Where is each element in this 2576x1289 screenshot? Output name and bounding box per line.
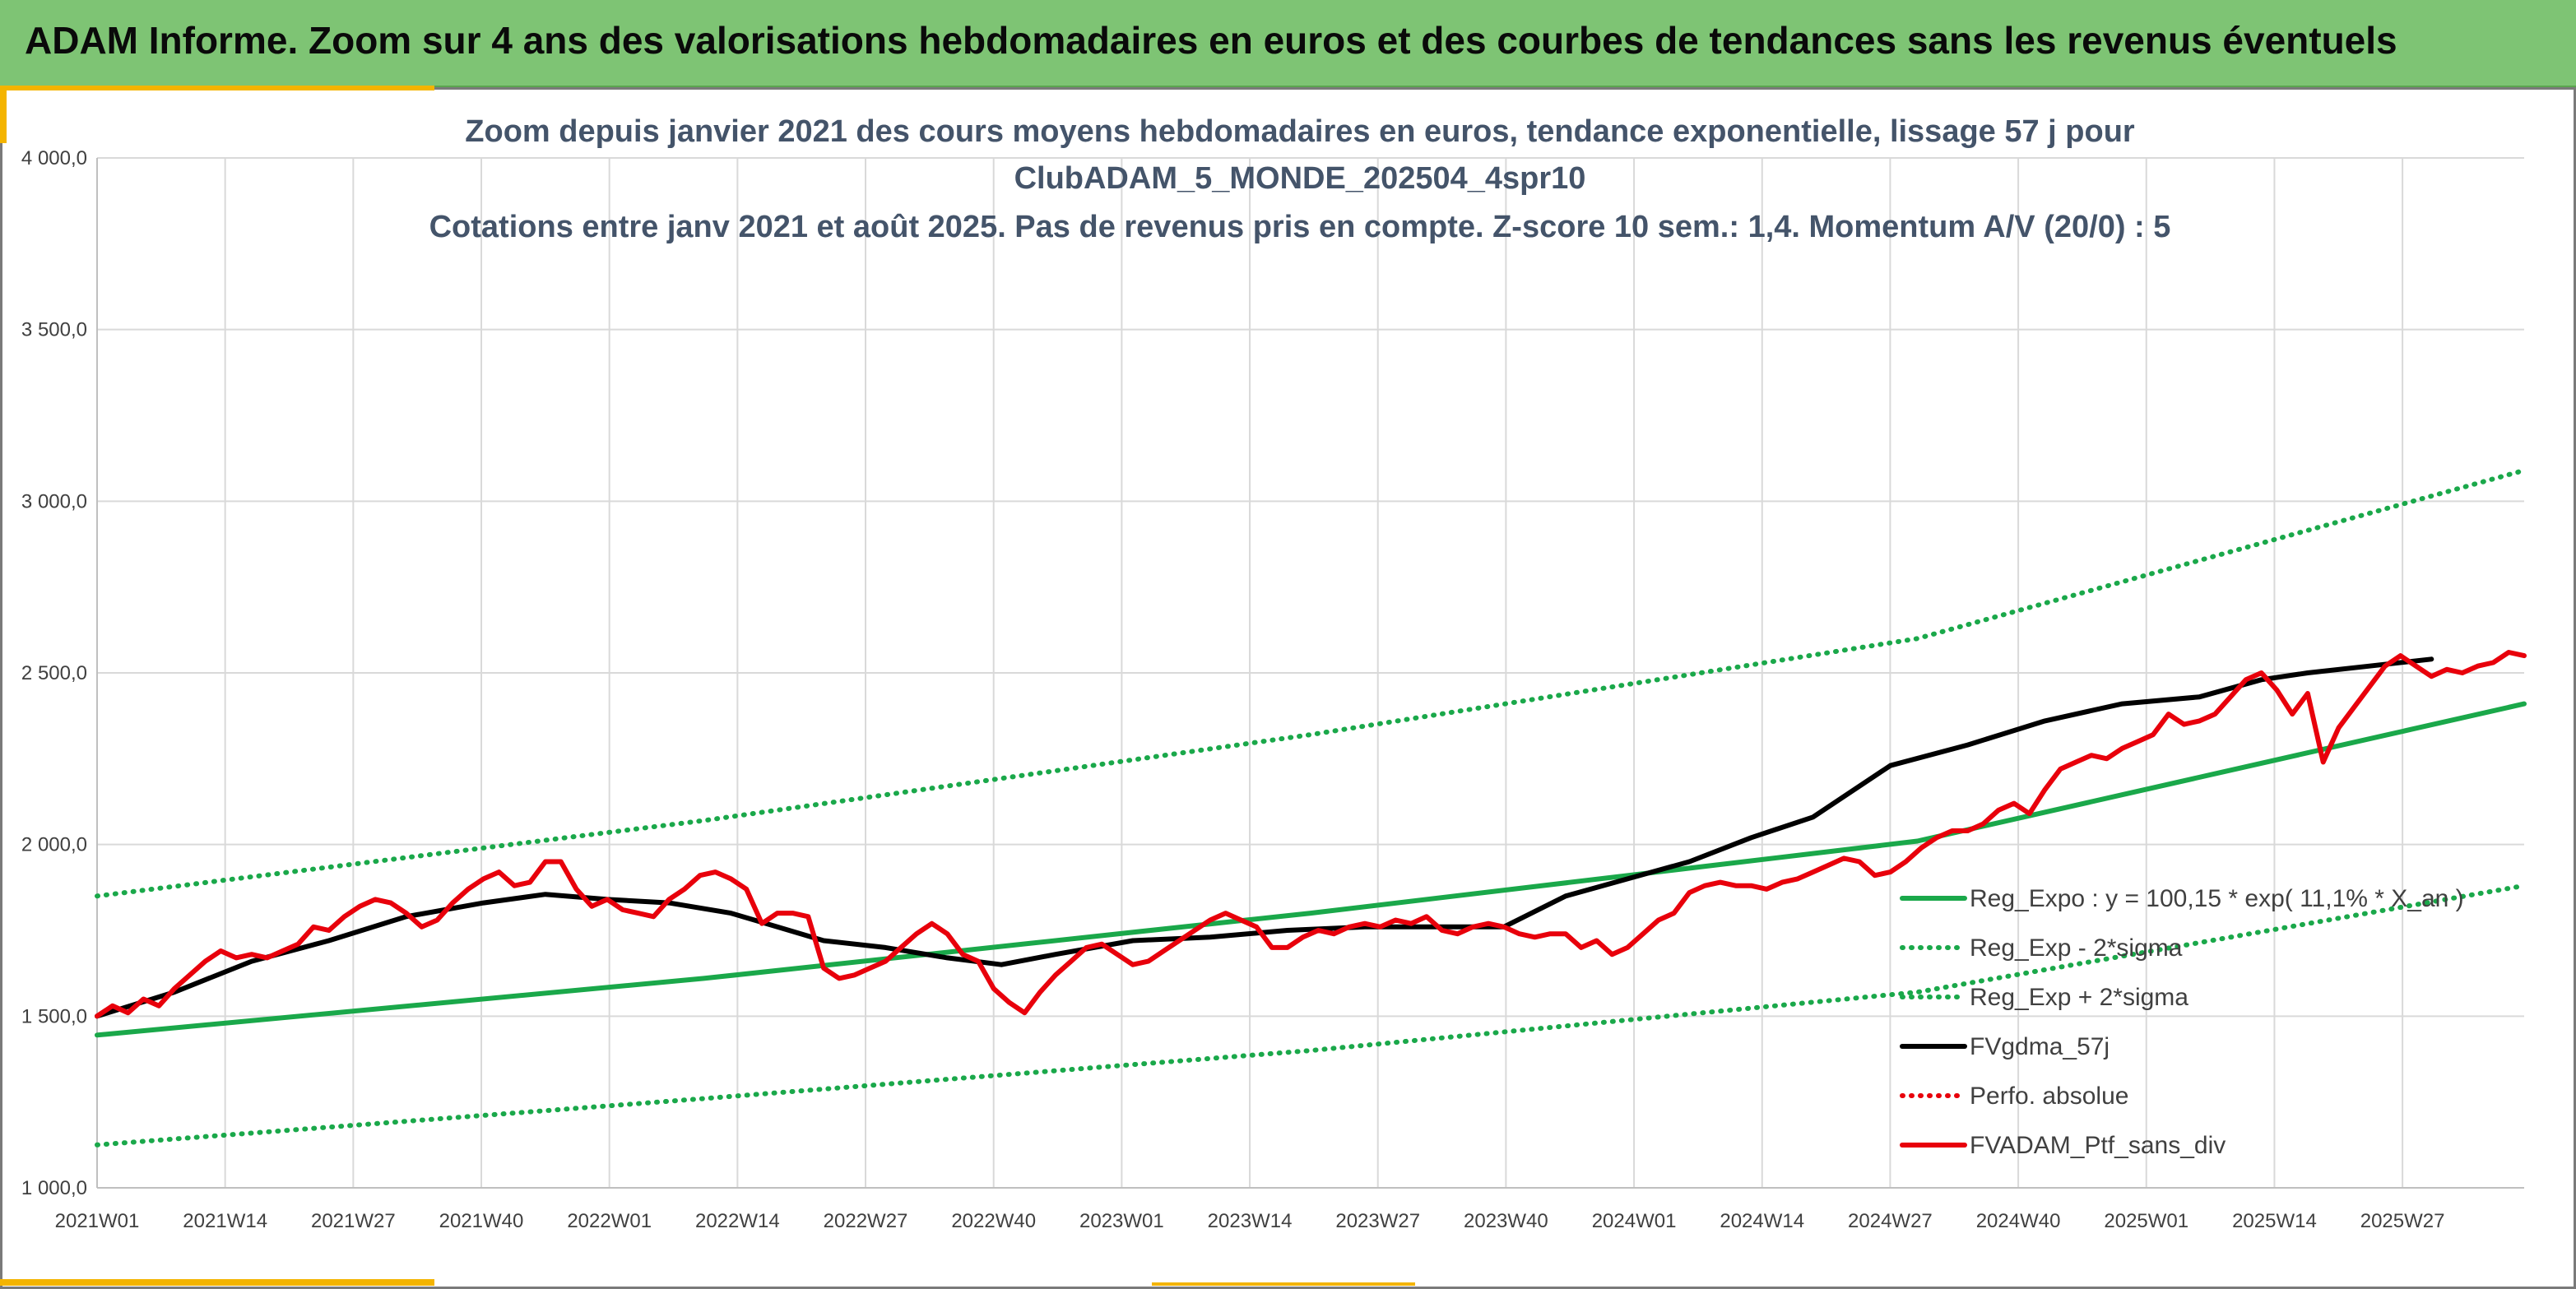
x-tick-label: 2022W01 — [567, 1210, 652, 1232]
chart-frame — [0, 87, 2576, 1289]
reg-expo-line — [95, 701, 2527, 1038]
accent-bar-bottom-left — [0, 1279, 434, 1286]
page-banner: ADAM Informe. Zoom sur 4 ans des valoris… — [0, 0, 2576, 87]
portfolio-line — [95, 650, 2527, 1019]
x-tick-label: 2023W27 — [1335, 1210, 1420, 1232]
data-series — [95, 467, 2527, 1148]
accent-bar-bottom-mid — [1152, 1282, 1415, 1286]
chart-title: Zoom depuis janvier 2021 des cours moyen… — [429, 114, 2171, 244]
chart-title-line-1: Zoom depuis janvier 2021 des cours moyen… — [465, 114, 2135, 149]
reg-plus-2sigma-line — [95, 467, 2527, 899]
x-tick-label: 2024W27 — [1848, 1210, 1933, 1232]
legend: Reg_Expo : y = 100,15 * exp( 11,1% * X_a… — [1900, 885, 2464, 1159]
accent-bar-top — [0, 86, 434, 90]
accent-bar-left — [0, 86, 7, 143]
legend-fvgdma-label: FVgdma_57j — [1970, 1033, 2110, 1060]
x-tick-label: 2024W01 — [1592, 1210, 1677, 1232]
axis-ticks: 1 000,0 1 500,0 2 000,0 2 500,0 3 000,0 3 500… — [21, 147, 2445, 1232]
x-tick-label: 2022W14 — [695, 1210, 780, 1232]
x-tick-label: 2021W27 — [311, 1210, 396, 1232]
y-tick-label: 2 000,0 — [21, 834, 87, 856]
legend-reg-expo-label: Reg_Expo : y = 100,15 * exp( 11,1% * X_a… — [1970, 885, 2464, 912]
gridlines — [96, 157, 2524, 1189]
x-tick-label: 2023W01 — [1079, 1210, 1164, 1232]
x-tick-label: 2024W40 — [1976, 1210, 2061, 1232]
x-tick-label: 2021W14 — [183, 1210, 267, 1232]
legend-reg-minus-label: Reg_Exp - 2*sigma — [1970, 934, 2183, 962]
legend-perfo-label: Perfo. absolue — [1970, 1083, 2128, 1110]
y-tick-label: 1 500,0 — [21, 1005, 87, 1027]
banner-title: ADAM Informe. Zoom sur 4 ans des valoris… — [25, 19, 2397, 62]
legend-reg-plus-label: Reg_Exp + 2*sigma — [1970, 984, 2188, 1011]
y-tick-label: 1 000,0 — [21, 1177, 87, 1199]
x-tick-label: 2021W01 — [55, 1210, 140, 1232]
y-tick-label: 3 000,0 — [21, 490, 87, 512]
x-tick-label: 2023W14 — [1208, 1210, 1293, 1232]
x-tick-label: 2025W27 — [2360, 1210, 2445, 1232]
fvgdma-57j-line — [95, 656, 2434, 1019]
reg-minus-2sigma-line — [95, 883, 2527, 1148]
x-tick-label: 2021W40 — [439, 1210, 524, 1232]
x-tick-label: 2025W14 — [2232, 1210, 2317, 1232]
y-tick-label: 3 500,0 — [21, 319, 87, 341]
x-tick-label: 2022W27 — [824, 1210, 908, 1232]
x-tick-label: 2022W40 — [951, 1210, 1036, 1232]
chart-title-line-2: ClubADAM_5_MONDE_202504_4spr10 — [1014, 161, 1586, 196]
x-tick-label: 2023W40 — [1464, 1210, 1548, 1232]
x-tick-label: 2024W14 — [1720, 1210, 1804, 1232]
y-tick-label: 2 500,0 — [21, 662, 87, 684]
legend-portfolio-label: FVADAM_Ptf_sans_div — [1970, 1132, 2226, 1159]
x-tick-label: 2025W01 — [2104, 1210, 2188, 1232]
y-tick-label: 4 000,0 — [21, 147, 87, 169]
chart-title-line-3: Cotations entre janv 2021 et août 2025. … — [429, 210, 2171, 244]
